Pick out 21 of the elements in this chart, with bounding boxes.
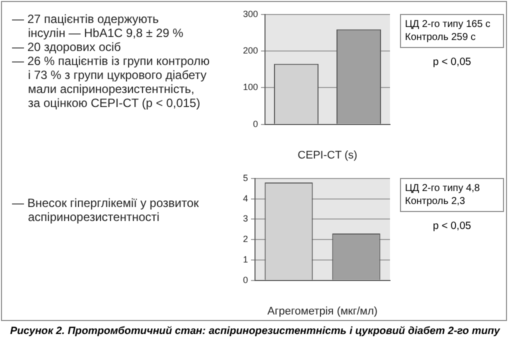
text: — 20 здорових осіб xyxy=(12,40,121,54)
text: p < 0,05 xyxy=(432,220,472,232)
x-axis-title: Агрегометрія (мкг/мл) xyxy=(267,305,378,318)
y-tick-label: 300 xyxy=(242,8,258,19)
y-tick-label: 5 xyxy=(242,172,248,183)
y-tick-label: 4 xyxy=(242,193,248,204)
text: — 27 пацієнтів одержують інсулін — HbA1C 9,8 ± 29 % xyxy=(12,12,184,40)
text: ЦД 2-го типу 4,8 Контроль 2,3 xyxy=(400,178,504,212)
x-axis-title: CEPI-CT (s) xyxy=(298,149,358,162)
y-tick-label: 3 xyxy=(242,214,248,224)
text: ЦД 2-го типу 165 с Контроль 259 с xyxy=(400,14,504,48)
text: Рисунок 2. Протромботичний стан: аспіринорезистентність і цукровий діабет 2-го типу xyxy=(9,325,502,337)
y-tick-label: 1 xyxy=(242,254,248,264)
y-tick-label: 0 xyxy=(253,118,258,129)
y-tick-label: 200 xyxy=(242,46,258,56)
y-tick-label: 100 xyxy=(242,82,258,92)
y-tick-label: 2 xyxy=(242,234,248,244)
text: — Внесок гіперглікемії у розвиток аспіринорезистентності xyxy=(12,196,199,224)
y-tick-label: 0 xyxy=(242,274,248,285)
text: p < 0,05 xyxy=(432,56,472,68)
text: — 26 % пацієнтів із групи контролю і 73 % з групи цукрового діабету мали аспіринорезистентність, за оцінкою CEPI-CT (p < 0,015) xyxy=(12,54,210,110)
